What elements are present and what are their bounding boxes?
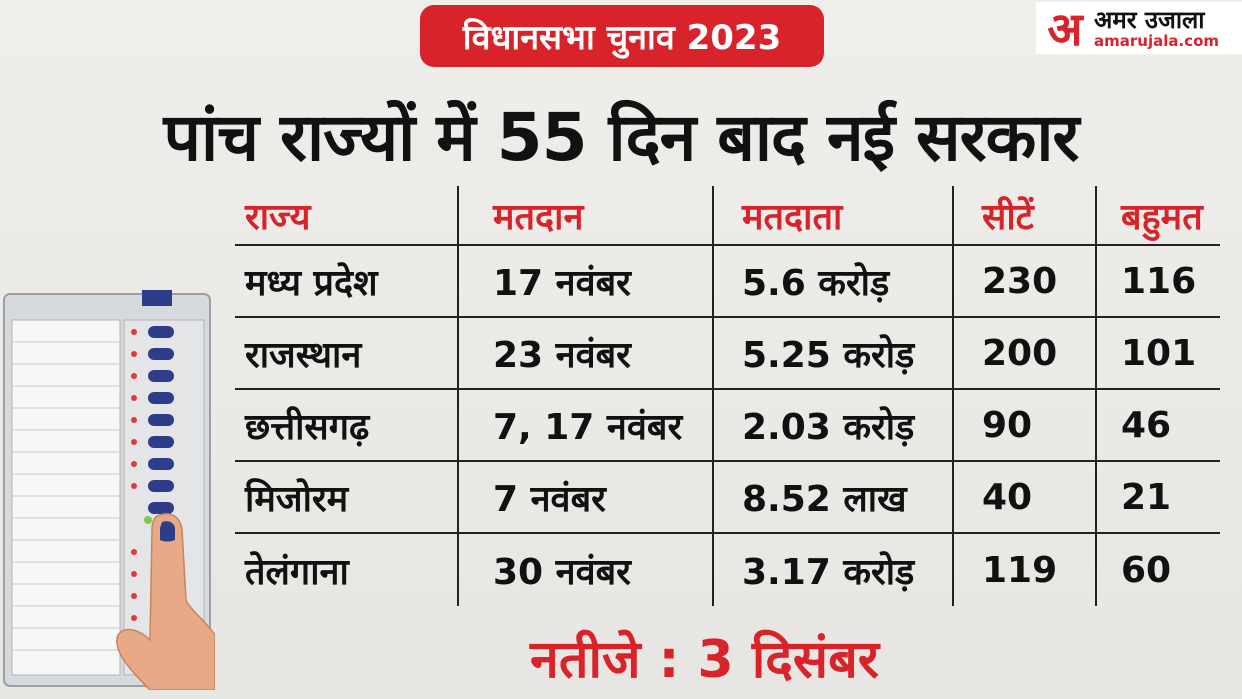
header-state: राज्य: [235, 186, 459, 244]
majority-cell: 60: [1121, 549, 1172, 591]
polling-date-cell: 23 नवंबर: [459, 318, 714, 388]
header-voters: मतदाता: [714, 186, 954, 244]
election-schedule-table: राज्य मतदान मतदाता सीटें बहुमत मध्य प्रद…: [235, 186, 1220, 606]
state-cell: तेलंगाना: [235, 534, 459, 606]
table-row: मध्य प्रदेश 17 नवंबर 5.6 करोड़ 230 116: [235, 246, 1220, 318]
seats-cell: 90: [954, 390, 1097, 460]
polling-date-cell: 17 नवंबर: [459, 246, 714, 316]
seats-cell: 119: [954, 534, 1097, 606]
header-polling-date: मतदान: [459, 186, 714, 244]
majority-cell: 46: [1121, 404, 1172, 446]
table-row: मिजोरम 7 नवंबर 8.52 लाख 40 21: [235, 462, 1220, 534]
seats-cell: 40: [954, 462, 1097, 532]
election-badge: विधानसभा चुनाव 2023: [420, 5, 824, 67]
header-seats: सीटें: [954, 186, 1097, 244]
state-cell: राजस्थान: [235, 318, 459, 388]
table-row: छत्तीसगढ़ 7, 17 नवंबर 2.03 करोड़ 90 46: [235, 390, 1220, 462]
voters-cell: 8.52 लाख: [714, 462, 954, 532]
seats-cell: 230: [954, 246, 1097, 316]
result-date: नतीजे : 3 दिसंबर: [530, 630, 880, 690]
state-cell: मध्य प्रदेश: [235, 246, 459, 316]
voters-cell: 2.03 करोड़: [714, 390, 954, 460]
polling-date-cell: 7 नवंबर: [459, 462, 714, 532]
page-title: पांच राज्यों में 55 दिन बाद नई सरकार: [163, 99, 1080, 176]
majority-cell: 116: [1121, 260, 1197, 302]
seats-cell: 200: [954, 318, 1097, 388]
voters-cell: 3.17 करोड़: [714, 534, 954, 606]
header-majority: बहुमत: [1121, 196, 1203, 238]
voters-cell: 5.6 करोड़: [714, 246, 954, 316]
voters-cell: 5.25 करोड़: [714, 318, 954, 388]
state-cell: छत्तीसगढ़: [235, 390, 459, 460]
amar-ujala-logo: अ अमर उजाला amarujala.com: [1036, 2, 1242, 56]
table-row: राजस्थान 23 नवंबर 5.25 करोड़ 200 101: [235, 318, 1220, 390]
table-row: तेलंगाना 30 नवंबर 3.17 करोड़ 119 60: [235, 534, 1220, 606]
majority-cell: 21: [1121, 476, 1172, 518]
polling-date-cell: 7, 17 नवंबर: [459, 390, 714, 460]
logo-mark: अ: [1047, 2, 1083, 56]
majority-cell: 101: [1121, 332, 1197, 374]
logo-url: amarujala.com: [1094, 31, 1220, 50]
table-header-row: राज्य मतदान मतदाता सीटें बहुमत: [235, 186, 1220, 246]
logo-name: अमर उजाला: [1094, 5, 1205, 34]
polling-date-cell: 30 नवंबर: [459, 534, 714, 606]
evm-machine-with-finger-icon: [3, 290, 215, 690]
state-cell: मिजोरम: [235, 462, 459, 532]
